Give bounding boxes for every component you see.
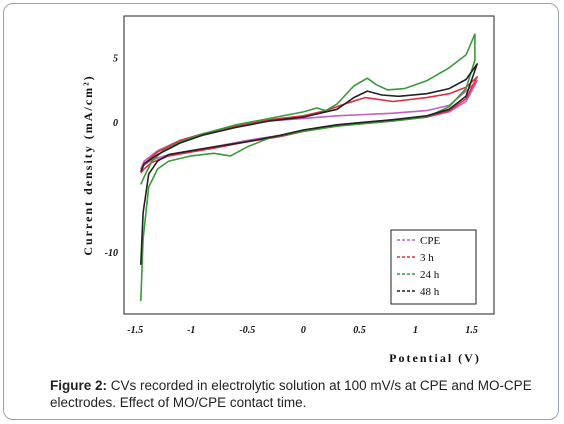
y-axis-label: Current density (mA/cm²) [81,74,95,255]
series-line-4 [140,63,478,265]
legend-label: 24 h [420,269,440,281]
x-tick-label: 0.5 [353,325,366,336]
x-tick-label: 0 [301,325,306,336]
y-tick-label: 5 [113,53,118,64]
series-line-2 [140,76,478,174]
legend-label: 48 h [420,286,440,298]
plot-area [123,15,495,315]
y-tick-label: 0 [113,118,118,129]
x-tick-label: -1.5 [127,325,143,336]
legend-box [390,229,477,305]
x-axis-label: Potential (V) [389,351,481,365]
x-tick-label: 1 [413,325,418,336]
series-line-3 [140,33,476,302]
caption-label: Figure 2: [50,378,108,393]
legend-label: 3 h [420,252,434,264]
legend-label: CPE [420,235,440,247]
legend: CPE 3 h 24 h 48 h [390,229,477,305]
cv-chart: -1.5 -1 -0.5 0 0.5 1 1.5 5 0 -10 Current density … [81,15,495,365]
x-tick-label: 1.5 [465,325,478,336]
x-tick-label: -1 [187,325,195,336]
figure-frame [3,3,559,420]
y-tick-label: -10 [105,248,118,259]
x-tick-label: -0.5 [239,325,255,336]
caption-text: CVs recorded in electrolytic solution at… [50,378,532,410]
figure-caption: Figure 2: CVs recorded in electrolytic s… [50,377,540,411]
